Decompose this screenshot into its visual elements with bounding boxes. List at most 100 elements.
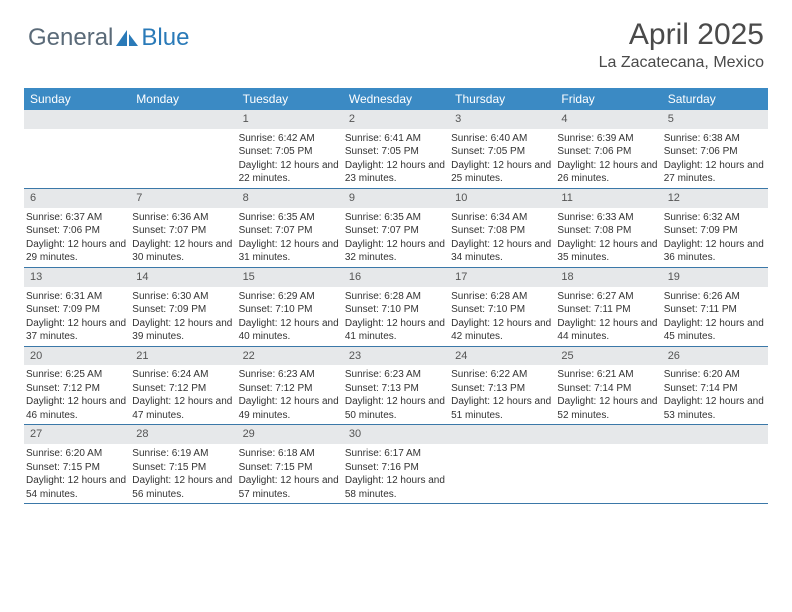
daylight-text: Daylight: 12 hours and 51 minutes.	[451, 395, 551, 422]
day-number: 6	[24, 189, 130, 208]
calendar-cell: 8Sunrise: 6:35 AMSunset: 7:07 PMDaylight…	[237, 189, 343, 267]
day-info: Sunrise: 6:33 AMSunset: 7:08 PMDaylight:…	[555, 208, 661, 267]
day-number: 12	[662, 189, 768, 208]
sunset-text: Sunset: 7:08 PM	[451, 224, 551, 238]
calendar-cell	[662, 425, 768, 503]
day-info: Sunrise: 6:38 AMSunset: 7:06 PMDaylight:…	[662, 129, 768, 188]
sunset-text: Sunset: 7:05 PM	[345, 145, 445, 159]
daylight-text: Daylight: 12 hours and 56 minutes.	[132, 474, 232, 501]
week-row: 6Sunrise: 6:37 AMSunset: 7:06 PMDaylight…	[24, 189, 768, 268]
calendar-cell	[24, 110, 130, 188]
sunrise-text: Sunrise: 6:17 AM	[345, 447, 445, 461]
sunset-text: Sunset: 7:12 PM	[26, 382, 126, 396]
day-info: Sunrise: 6:41 AMSunset: 7:05 PMDaylight:…	[343, 129, 449, 188]
day-number: 27	[24, 425, 130, 444]
calendar-cell	[555, 425, 661, 503]
day-number: 15	[237, 268, 343, 287]
calendar-cell: 7Sunrise: 6:36 AMSunset: 7:07 PMDaylight…	[130, 189, 236, 267]
day-number: 29	[237, 425, 343, 444]
dayname-header: Saturday	[662, 88, 768, 110]
calendar-cell: 9Sunrise: 6:35 AMSunset: 7:07 PMDaylight…	[343, 189, 449, 267]
sunrise-text: Sunrise: 6:20 AM	[26, 447, 126, 461]
sunset-text: Sunset: 7:07 PM	[345, 224, 445, 238]
calendar-cell: 26Sunrise: 6:20 AMSunset: 7:14 PMDayligh…	[662, 347, 768, 425]
day-number	[24, 110, 130, 129]
day-number: 7	[130, 189, 236, 208]
day-info: Sunrise: 6:28 AMSunset: 7:10 PMDaylight:…	[343, 287, 449, 346]
sunrise-text: Sunrise: 6:39 AM	[557, 132, 657, 146]
logo: General Blue	[28, 24, 189, 52]
day-number: 17	[449, 268, 555, 287]
day-number	[130, 110, 236, 129]
calendar-cell: 21Sunrise: 6:24 AMSunset: 7:12 PMDayligh…	[130, 347, 236, 425]
calendar-cell: 12Sunrise: 6:32 AMSunset: 7:09 PMDayligh…	[662, 189, 768, 267]
dayname-header: Thursday	[449, 88, 555, 110]
calendar-cell: 15Sunrise: 6:29 AMSunset: 7:10 PMDayligh…	[237, 268, 343, 346]
sunset-text: Sunset: 7:06 PM	[26, 224, 126, 238]
day-number: 1	[237, 110, 343, 129]
daylight-text: Daylight: 12 hours and 31 minutes.	[239, 238, 339, 265]
week-row: 1Sunrise: 6:42 AMSunset: 7:05 PMDaylight…	[24, 110, 768, 189]
daylight-text: Daylight: 12 hours and 41 minutes.	[345, 317, 445, 344]
day-info: Sunrise: 6:19 AMSunset: 7:15 PMDaylight:…	[130, 444, 236, 503]
day-number: 2	[343, 110, 449, 129]
sunrise-text: Sunrise: 6:23 AM	[345, 368, 445, 382]
day-number: 28	[130, 425, 236, 444]
calendar-cell: 3Sunrise: 6:40 AMSunset: 7:05 PMDaylight…	[449, 110, 555, 188]
sunrise-text: Sunrise: 6:24 AM	[132, 368, 232, 382]
day-number: 21	[130, 347, 236, 366]
sunset-text: Sunset: 7:15 PM	[132, 461, 232, 475]
sunrise-text: Sunrise: 6:40 AM	[451, 132, 551, 146]
sunset-text: Sunset: 7:09 PM	[26, 303, 126, 317]
logo-sail-icon	[116, 30, 138, 46]
day-number: 23	[343, 347, 449, 366]
daylight-text: Daylight: 12 hours and 44 minutes.	[557, 317, 657, 344]
sunset-text: Sunset: 7:15 PM	[239, 461, 339, 475]
weeks-container: 1Sunrise: 6:42 AMSunset: 7:05 PMDaylight…	[24, 110, 768, 504]
header: General Blue April 2025 La Zacatecana, M…	[0, 0, 792, 82]
calendar-cell: 2Sunrise: 6:41 AMSunset: 7:05 PMDaylight…	[343, 110, 449, 188]
calendar-cell: 27Sunrise: 6:20 AMSunset: 7:15 PMDayligh…	[24, 425, 130, 503]
calendar-cell: 17Sunrise: 6:28 AMSunset: 7:10 PMDayligh…	[449, 268, 555, 346]
day-number: 5	[662, 110, 768, 129]
calendar-cell: 13Sunrise: 6:31 AMSunset: 7:09 PMDayligh…	[24, 268, 130, 346]
daylight-text: Daylight: 12 hours and 53 minutes.	[664, 395, 764, 422]
sunrise-text: Sunrise: 6:35 AM	[239, 211, 339, 225]
sunset-text: Sunset: 7:10 PM	[239, 303, 339, 317]
day-info: Sunrise: 6:26 AMSunset: 7:11 PMDaylight:…	[662, 287, 768, 346]
sunrise-text: Sunrise: 6:20 AM	[664, 368, 764, 382]
sunrise-text: Sunrise: 6:36 AM	[132, 211, 232, 225]
daylight-text: Daylight: 12 hours and 35 minutes.	[557, 238, 657, 265]
day-number: 18	[555, 268, 661, 287]
calendar-cell: 29Sunrise: 6:18 AMSunset: 7:15 PMDayligh…	[237, 425, 343, 503]
daylight-text: Daylight: 12 hours and 27 minutes.	[664, 159, 764, 186]
day-number: 25	[555, 347, 661, 366]
day-number	[662, 425, 768, 444]
sunrise-text: Sunrise: 6:33 AM	[557, 211, 657, 225]
day-number: 11	[555, 189, 661, 208]
dayname-header: Wednesday	[343, 88, 449, 110]
sunrise-text: Sunrise: 6:23 AM	[239, 368, 339, 382]
sunset-text: Sunset: 7:06 PM	[557, 145, 657, 159]
calendar-cell: 1Sunrise: 6:42 AMSunset: 7:05 PMDaylight…	[237, 110, 343, 188]
daylight-text: Daylight: 12 hours and 52 minutes.	[557, 395, 657, 422]
dayname-header: Sunday	[24, 88, 130, 110]
day-info: Sunrise: 6:20 AMSunset: 7:15 PMDaylight:…	[24, 444, 130, 503]
sunrise-text: Sunrise: 6:26 AM	[664, 290, 764, 304]
daylight-text: Daylight: 12 hours and 30 minutes.	[132, 238, 232, 265]
daylight-text: Daylight: 12 hours and 54 minutes.	[26, 474, 126, 501]
day-number: 30	[343, 425, 449, 444]
calendar-cell: 14Sunrise: 6:30 AMSunset: 7:09 PMDayligh…	[130, 268, 236, 346]
daylight-text: Daylight: 12 hours and 57 minutes.	[239, 474, 339, 501]
daylight-text: Daylight: 12 hours and 50 minutes.	[345, 395, 445, 422]
calendar-cell: 4Sunrise: 6:39 AMSunset: 7:06 PMDaylight…	[555, 110, 661, 188]
week-row: 13Sunrise: 6:31 AMSunset: 7:09 PMDayligh…	[24, 268, 768, 347]
daylight-text: Daylight: 12 hours and 22 minutes.	[239, 159, 339, 186]
sunset-text: Sunset: 7:08 PM	[557, 224, 657, 238]
title-block: April 2025 La Zacatecana, Mexico	[599, 18, 764, 72]
sunrise-text: Sunrise: 6:28 AM	[345, 290, 445, 304]
day-info: Sunrise: 6:20 AMSunset: 7:14 PMDaylight:…	[662, 365, 768, 424]
calendar-cell: 23Sunrise: 6:23 AMSunset: 7:13 PMDayligh…	[343, 347, 449, 425]
sunset-text: Sunset: 7:11 PM	[664, 303, 764, 317]
dayname-header: Tuesday	[237, 88, 343, 110]
